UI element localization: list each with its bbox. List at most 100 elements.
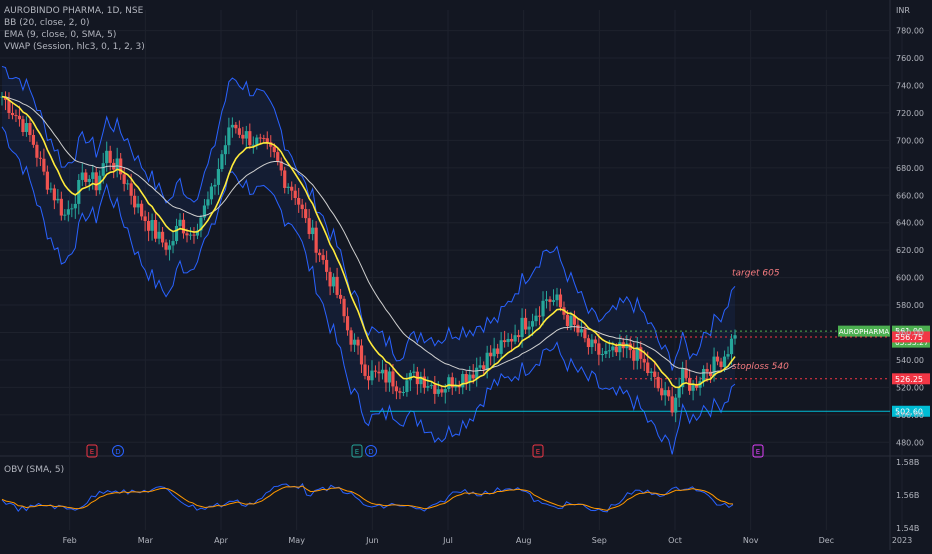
candle-body	[733, 335, 737, 339]
obv-tick-label: 1.54B	[896, 524, 919, 533]
candle-body	[715, 356, 720, 362]
x-tick-label: Nov	[743, 536, 759, 545]
candle-body	[551, 300, 556, 302]
candle-body	[300, 204, 304, 210]
y-tick-label: 700.00	[896, 136, 924, 145]
annotation-text: stoploss 540	[732, 362, 789, 372]
x-tick-label: Apr	[214, 536, 229, 545]
obv-legend[interactable]: OBV (SMA, 5)	[4, 465, 65, 475]
candle-body	[656, 376, 660, 389]
x-tick-label: Mar	[138, 536, 154, 545]
candle-body	[10, 112, 15, 116]
candle-body	[611, 346, 615, 351]
candle-body	[24, 123, 29, 132]
candle-body	[105, 150, 109, 164]
candle-body	[506, 338, 510, 343]
candle-body	[503, 340, 507, 343]
candle-body	[352, 339, 357, 345]
x-tick-label: May	[288, 536, 305, 545]
level-price-tag	[892, 325, 930, 337]
candle-body	[667, 390, 671, 397]
candle-body	[87, 178, 91, 182]
candle-body	[101, 163, 105, 176]
candle-body	[276, 152, 280, 162]
candle-body	[583, 329, 587, 339]
level-symbol-label: AUROPHARMA	[839, 328, 889, 336]
candle-body	[31, 134, 36, 145]
candle-body	[129, 183, 133, 196]
candle-body	[66, 209, 70, 215]
candle-body	[223, 145, 227, 155]
candle-body	[632, 350, 636, 361]
candle-body	[377, 371, 381, 374]
candle-body	[607, 350, 611, 352]
candle-body	[52, 188, 56, 201]
obv-pane: 1.58B 1.56B 1.54B	[1, 458, 919, 533]
axes: INR 780.00 760.00 740.00 720.00 700.00 680.00 6…	[63, 6, 924, 545]
vwap-legend[interactable]: VWAP (Session, hlc3, 0, 1, 2, 3)	[4, 42, 145, 52]
candle-body	[335, 276, 339, 295]
candle-body	[269, 142, 273, 147]
candle-body	[304, 209, 308, 219]
x-tick-label: Jun	[365, 536, 379, 545]
ema-legend[interactable]: EMA (9, close, 0, SMA, 5)	[4, 30, 117, 40]
y-tick-label: 540.00	[896, 356, 924, 365]
candle-body	[133, 195, 137, 208]
candle-body	[290, 186, 294, 191]
candle-body	[94, 172, 98, 191]
candle-body	[373, 370, 378, 372]
y-tick-label: 520.00	[896, 383, 924, 392]
candle-body	[705, 369, 709, 372]
bb-legend[interactable]: BB (20, close, 2, 0)	[4, 18, 90, 28]
candle-body	[614, 346, 618, 353]
earnings-marker	[532, 444, 544, 458]
candle-body	[663, 390, 667, 396]
candle-body	[530, 321, 535, 327]
candle-body	[7, 99, 11, 113]
y-tick-label: 580.00	[896, 301, 924, 310]
candle-body	[401, 392, 406, 394]
candle-body	[325, 259, 329, 272]
candle-body	[63, 214, 67, 216]
candle-body	[548, 299, 552, 302]
obv-tick-label: 1.58B	[896, 458, 919, 467]
candle-body	[314, 227, 318, 253]
candle-body	[311, 227, 315, 235]
candle-body	[230, 124, 234, 128]
candle-body	[73, 203, 77, 209]
candle-body	[646, 362, 650, 374]
candle-body	[293, 190, 297, 198]
candle-body	[49, 188, 53, 190]
candle-body	[572, 315, 577, 325]
earnings-marker	[86, 444, 98, 458]
candle-body	[286, 186, 290, 188]
obv-tick-label: 1.56B	[896, 491, 919, 500]
y-tick-label: 680.00	[896, 164, 924, 173]
candle-body	[143, 216, 147, 222]
event-marker-letter: E	[355, 448, 359, 456]
candle-body	[234, 124, 238, 129]
candle-body	[405, 380, 409, 393]
event-marker-letter: D	[368, 448, 373, 456]
candle-body	[91, 172, 95, 179]
candle-body	[122, 174, 126, 184]
candle-body	[729, 338, 734, 355]
candle-body	[195, 230, 200, 236]
candle-body	[565, 314, 570, 327]
candle-body	[684, 368, 688, 378]
level-price-tag	[892, 373, 930, 385]
candle-body	[342, 298, 346, 317]
candle-body	[349, 330, 353, 345]
candle-body	[21, 119, 25, 132]
bb-fill	[2, 66, 735, 455]
candle-body	[426, 386, 430, 388]
candle-body	[440, 389, 444, 393]
candle-body	[516, 335, 521, 337]
candle-body	[719, 361, 723, 368]
event-marker-letter: E	[90, 448, 94, 456]
candle-body	[510, 338, 514, 342]
y-tick-label: 500.00	[896, 411, 924, 420]
candle-body	[136, 203, 140, 208]
